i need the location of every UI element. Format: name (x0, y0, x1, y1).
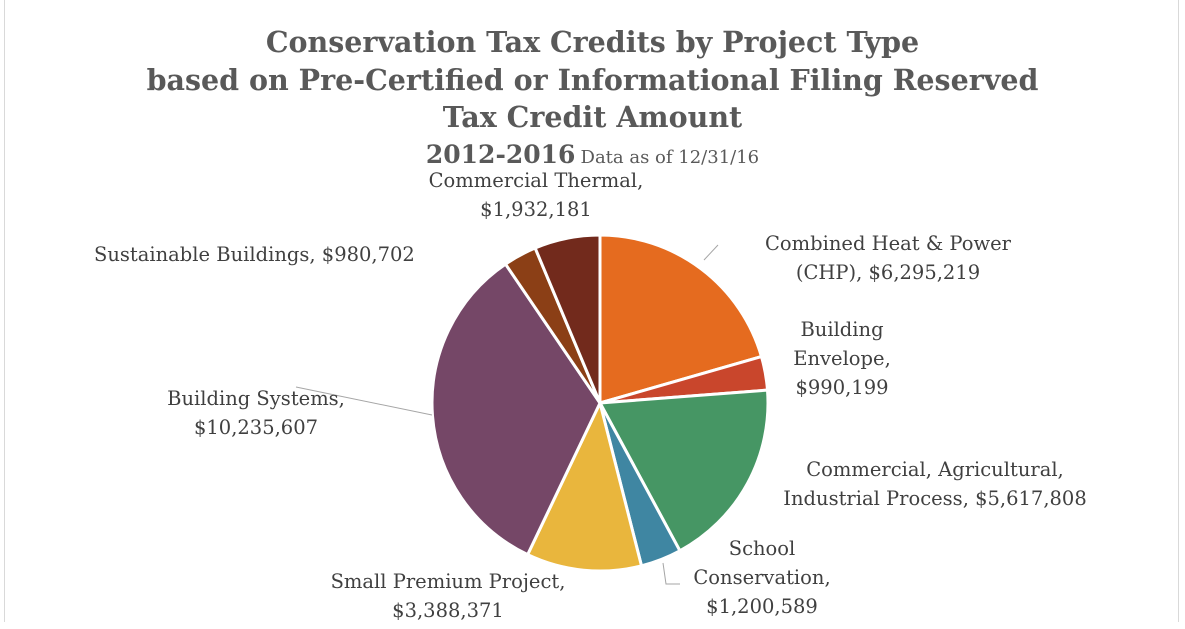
data-label-commercial-thermal: Commercial Thermal, $1,932,181 (429, 169, 644, 221)
leader-line-combined-heat-power-chp (703, 244, 719, 261)
chart-title-line-1: Conservation Tax Credits by Project Type (265, 25, 920, 59)
subtitle-years: 2012-2016 (425, 140, 576, 169)
leader-line-school-conservation (662, 562, 680, 585)
data-label-building-systems: Building Systems, $10,235,607 (167, 387, 345, 439)
data-label-building-envelope: Building Envelope, $990,199 (793, 318, 891, 399)
subtitle-note: Data as of 12/31/16 (580, 147, 760, 168)
chart-frame (4, 0, 1179, 622)
pie-slice-combined-heat-power-chp (598, 233, 763, 405)
pie-slice-commercial-agricultural-industrial-process (598, 388, 770, 553)
chart-title-line-2: based on Pre-Certified or Informational … (146, 63, 1039, 97)
pie-slice-building-systems (430, 262, 602, 557)
data-label-commercial-agricultural-industrial-process: Commercial, Agricultural, Industrial Proc… (783, 458, 1086, 510)
chart-subtitle: 2012-2016 Data as of 12/31/16 (0, 140, 1185, 169)
data-label-school-conservation: School Conservation, $1,200,589 (693, 537, 830, 618)
data-label-sustainable-buildings: Sustainable Buildings, $980,702 (94, 243, 415, 266)
pie-slice-small-premium-project (526, 401, 643, 573)
data-label-small-premium-project: Small Premium Project, $3,388,371 (331, 570, 566, 622)
leader-line-building-systems (295, 386, 433, 416)
data-label-combined-heat-power-chp: Combined Heat & Power (CHP), $6,295,219 (765, 232, 1012, 284)
chart-title-line-3: Tax Credit Amount (442, 100, 743, 134)
pie-slice-commercial-thermal (533, 233, 602, 405)
